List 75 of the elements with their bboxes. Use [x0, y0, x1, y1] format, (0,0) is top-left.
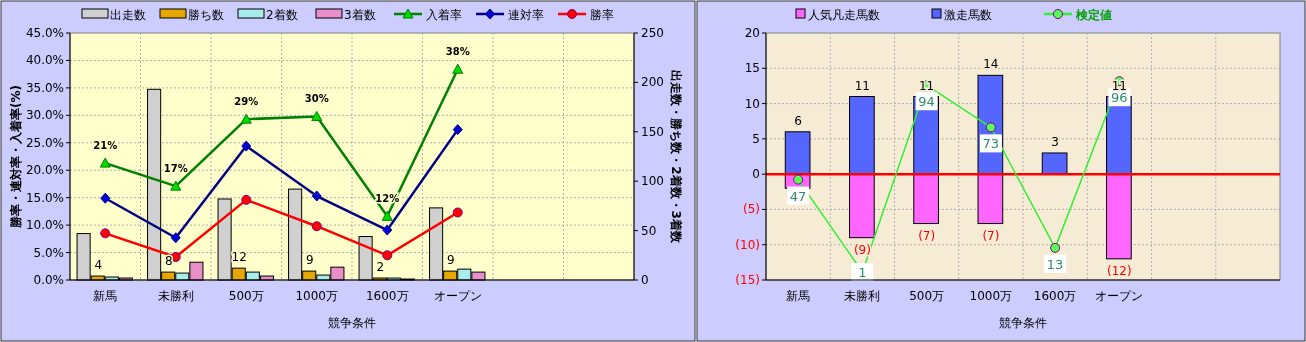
- data-label: 38%: [445, 46, 470, 58]
- y-tick-label: (10): [735, 237, 760, 252]
- x-tick-label: 未勝利: [844, 289, 881, 303]
- y-tick-label: 0: [752, 167, 760, 182]
- data-label: 4: [94, 258, 103, 273]
- y2-tick-label: 0: [641, 273, 649, 287]
- data-label: 30%: [304, 93, 329, 105]
- y2-tick-label: 200: [641, 75, 664, 90]
- data-label: (7): [982, 228, 1000, 243]
- y2-tick-label: 150: [641, 124, 664, 139]
- y-tick-label: 10: [744, 96, 760, 111]
- data-label: 9: [446, 253, 455, 268]
- y-tick-label: 15: [744, 61, 760, 76]
- data-label: 47: [789, 188, 807, 204]
- y-tick-label: 20.0%: [25, 163, 64, 178]
- y-tick-label: (5): [743, 202, 760, 217]
- x-tick-label: 新馬: [93, 289, 118, 303]
- data-label: 21%: [93, 140, 118, 152]
- legend-label: 勝ち数: [188, 8, 224, 22]
- y-axis-title: 勝率・連対率・入着率(%): [9, 85, 23, 229]
- x-tick-label: 1600万: [1033, 289, 1077, 303]
- data-label: 96: [1111, 90, 1128, 106]
- x-tick-label: 1600万: [365, 289, 409, 303]
- y2-axis-title: 出走数・勝ち数・2着数・3着数: [669, 70, 683, 244]
- x-tick-label: 新馬: [786, 289, 811, 303]
- y-tick-label: 5: [752, 131, 760, 146]
- y-tick-label: 25.0%: [25, 135, 64, 150]
- legend-label: 出走数: [110, 8, 146, 22]
- y-tick-label: 40.0%: [25, 53, 64, 68]
- legend-label: 連対率: [508, 8, 544, 22]
- x-tick-label: オープン: [1095, 289, 1144, 303]
- x-tick-label: 500万: [228, 289, 264, 303]
- data-label: 14: [983, 57, 999, 72]
- y-tick-label: 5.0%: [33, 245, 64, 260]
- data-label: (12): [1107, 263, 1132, 278]
- data-label: 73: [982, 136, 1000, 152]
- data-label: 13: [1046, 256, 1064, 272]
- data-label: (9): [853, 242, 871, 257]
- x-tick-label: 500万: [909, 289, 945, 303]
- x-tick-label: 1000万: [969, 289, 1013, 303]
- x-tick-label: オープン: [433, 289, 482, 303]
- y-tick-label: 0.0%: [33, 273, 64, 287]
- data-label: 9: [305, 253, 314, 268]
- y-tick-label: 35.0%: [25, 80, 64, 95]
- data-label: (7): [918, 228, 936, 243]
- legend-label: 入着率: [426, 8, 462, 22]
- data-label: 8: [164, 254, 173, 269]
- legend-label: 勝率: [590, 8, 614, 22]
- x-axis-title: 競争条件: [328, 316, 376, 330]
- legend-label: 人気凡走馬数: [808, 8, 880, 22]
- data-label: 1: [858, 265, 867, 280]
- data-label: 11: [854, 78, 871, 93]
- x-tick-label: 未勝利: [157, 289, 194, 303]
- y-tick-label: 45.0%: [25, 26, 64, 40]
- legend-label: 3着数: [344, 8, 376, 22]
- data-label: 94: [918, 94, 935, 110]
- y-tick-label: 20: [744, 26, 760, 40]
- x-axis-title: 競争条件: [999, 316, 1047, 330]
- data-label: 2: [376, 260, 385, 275]
- legend-label: 検定値: [1075, 8, 1112, 22]
- data-label: 3: [1051, 134, 1059, 149]
- legend-label: 2着数: [266, 8, 298, 22]
- y-tick-label: (15): [735, 273, 760, 287]
- data-label: 6: [794, 113, 802, 128]
- data-label: 29%: [234, 96, 259, 108]
- x-tick-label: 1000万: [295, 289, 339, 303]
- y2-tick-label: 100: [641, 174, 664, 189]
- data-label: 12: [231, 250, 247, 265]
- y-tick-label: 10.0%: [25, 218, 64, 233]
- y2-tick-label: 250: [641, 26, 664, 40]
- y-tick-label: 15.0%: [25, 190, 64, 205]
- legend-label: 激走馬数: [944, 8, 992, 22]
- y2-tick-label: 50: [641, 223, 657, 238]
- y-tick-label: 30.0%: [25, 108, 64, 123]
- data-label: 17%: [163, 163, 188, 175]
